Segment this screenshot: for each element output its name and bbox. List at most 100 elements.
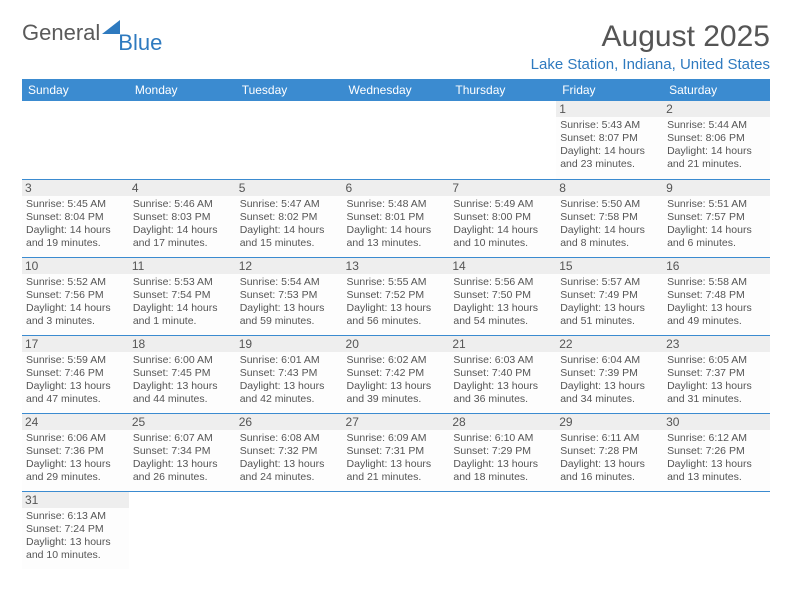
day-info: Sunrise: 5:51 AMSunset: 7:57 PMDaylight:… xyxy=(667,198,766,251)
calendar-cell: 26Sunrise: 6:08 AMSunset: 7:32 PMDayligh… xyxy=(236,413,343,491)
day-number: 9 xyxy=(663,180,770,196)
day-info: Sunrise: 6:00 AMSunset: 7:45 PMDaylight:… xyxy=(133,354,232,407)
day-number: 20 xyxy=(343,336,450,352)
calendar-cell xyxy=(449,491,556,569)
day-info: Sunrise: 5:48 AMSunset: 8:01 PMDaylight:… xyxy=(347,198,446,251)
weekday-header: Monday xyxy=(129,79,236,101)
day-number: 28 xyxy=(449,414,556,430)
day-number-empty xyxy=(663,492,770,508)
day-number: 7 xyxy=(449,180,556,196)
calendar-cell: 19 Sunrise: 6:01 AMSunset: 7:43 PMDayligh… xyxy=(236,335,343,413)
day-info: Sunrise: 5:49 AMSunset: 8:00 PMDaylight:… xyxy=(453,198,552,251)
day-number: 19 xyxy=(236,336,343,352)
day-info: Sunrise: 6:03 AMSunset: 7:40 PMDaylight:… xyxy=(453,354,552,407)
calendar-cell: 22Sunrise: 6:04 AMSunset: 7:39 PMDayligh… xyxy=(556,335,663,413)
logo: General Blue xyxy=(22,20,164,46)
day-number-empty xyxy=(129,492,236,508)
day-info: Sunrise: 6:13 AMSunset: 7:24 PMDaylight:… xyxy=(26,510,125,563)
calendar-cell: 2Sunrise: 5:44 AMSunset: 8:06 PMDaylight… xyxy=(663,101,770,179)
day-number: 23 xyxy=(663,336,770,352)
calendar-cell: 31 Sunrise: 6:13 AMSunset: 7:24 PMDayligh… xyxy=(22,491,129,569)
calendar-cell xyxy=(129,491,236,569)
location: Lake Station, Indiana, United States xyxy=(531,56,770,73)
calendar-cell: 15Sunrise: 5:57 AMSunset: 7:49 PMDayligh… xyxy=(556,257,663,335)
calendar-cell: 18 Sunrise: 6:00 AMSunset: 7:45 PMDayligh… xyxy=(129,335,236,413)
day-number-empty xyxy=(556,492,663,508)
day-number: 14 xyxy=(449,258,556,274)
weekday-header: Sunday xyxy=(22,79,129,101)
day-info: Sunrise: 6:06 AMSunset: 7:36 PMDaylight:… xyxy=(26,432,125,485)
day-info: Sunrise: 5:57 AMSunset: 7:49 PMDaylight:… xyxy=(560,276,659,329)
header: General Blue August 2025 Lake Station, I… xyxy=(22,20,770,73)
day-info: Sunrise: 5:55 AMSunset: 7:52 PMDaylight:… xyxy=(347,276,446,329)
weekday-header: Friday xyxy=(556,79,663,101)
day-number: 3 xyxy=(22,180,129,196)
day-number: 24 xyxy=(22,414,129,430)
day-number-empty xyxy=(236,492,343,508)
month-title: August 2025 xyxy=(531,20,770,54)
day-number: 26 xyxy=(236,414,343,430)
day-number: 2 xyxy=(663,101,770,117)
calendar-cell: 11 Sunrise: 5:53 AMSunset: 7:54 PMDayligh… xyxy=(129,257,236,335)
calendar-row: 24 Sunrise: 6:06 AMSunset: 7:36 PMDayligh… xyxy=(22,413,770,491)
day-info: Sunrise: 5:53 AMSunset: 7:54 PMDaylight:… xyxy=(133,276,232,329)
day-info: Sunrise: 5:59 AMSunset: 7:46 PMDaylight:… xyxy=(26,354,125,407)
day-info: Sunrise: 6:02 AMSunset: 7:42 PMDaylight:… xyxy=(347,354,446,407)
day-info: Sunrise: 5:43 AMSunset: 8:07 PMDaylight:… xyxy=(560,119,659,172)
calendar-cell: 3 Sunrise: 5:45 AMSunset: 8:04 PMDaylight… xyxy=(22,179,129,257)
day-info: Sunrise: 6:05 AMSunset: 7:37 PMDaylight:… xyxy=(667,354,766,407)
day-info: Sunrise: 6:01 AMSunset: 7:43 PMDaylight:… xyxy=(240,354,339,407)
day-number: 29 xyxy=(556,414,663,430)
day-number: 12 xyxy=(236,258,343,274)
day-info: Sunrise: 6:09 AMSunset: 7:31 PMDaylight:… xyxy=(347,432,446,485)
day-number: 4 xyxy=(129,180,236,196)
calendar-cell: 24 Sunrise: 6:06 AMSunset: 7:36 PMDayligh… xyxy=(22,413,129,491)
calendar-cell xyxy=(236,101,343,179)
day-number-empty xyxy=(449,492,556,508)
logo-text-1: General xyxy=(22,20,100,46)
day-info: Sunrise: 6:07 AMSunset: 7:34 PMDaylight:… xyxy=(133,432,232,485)
calendar-cell: 1 Sunrise: 5:43 AMSunset: 8:07 PMDaylight… xyxy=(556,101,663,179)
day-number: 27 xyxy=(343,414,450,430)
calendar-cell xyxy=(663,491,770,569)
logo-text-2: Blue xyxy=(118,30,162,56)
day-number: 10 xyxy=(22,258,129,274)
calendar-row: 1 Sunrise: 5:43 AMSunset: 8:07 PMDaylight… xyxy=(22,101,770,179)
day-info: Sunrise: 5:52 AMSunset: 7:56 PMDaylight:… xyxy=(26,276,125,329)
calendar-cell: 14Sunrise: 5:56 AMSunset: 7:50 PMDayligh… xyxy=(449,257,556,335)
calendar-cell: 16Sunrise: 5:58 AMSunset: 7:48 PMDayligh… xyxy=(663,257,770,335)
day-number: 6 xyxy=(343,180,450,196)
day-number-empty xyxy=(343,492,450,508)
calendar-cell: 10 Sunrise: 5:52 AMSunset: 7:56 PMDayligh… xyxy=(22,257,129,335)
day-number: 31 xyxy=(22,492,129,508)
day-info: Sunrise: 6:04 AMSunset: 7:39 PMDaylight:… xyxy=(560,354,659,407)
day-number: 13 xyxy=(343,258,450,274)
calendar-cell: 6 Sunrise: 5:48 AMSunset: 8:01 PMDaylight… xyxy=(343,179,450,257)
calendar-cell: 7 Sunrise: 5:49 AMSunset: 8:00 PMDaylight… xyxy=(449,179,556,257)
day-number: 1 xyxy=(556,101,663,117)
day-number: 21 xyxy=(449,336,556,352)
calendar-table: SundayMondayTuesdayWednesdayThursdayFrid… xyxy=(22,79,770,569)
day-info: Sunrise: 6:11 AMSunset: 7:28 PMDaylight:… xyxy=(560,432,659,485)
calendar-cell: 25 Sunrise: 6:07 AMSunset: 7:34 PMDayligh… xyxy=(129,413,236,491)
day-number: 25 xyxy=(129,414,236,430)
calendar-cell xyxy=(343,101,450,179)
calendar-row: 10 Sunrise: 5:52 AMSunset: 7:56 PMDayligh… xyxy=(22,257,770,335)
day-number-empty xyxy=(236,101,343,117)
calendar-cell: 9 Sunrise: 5:51 AMSunset: 7:57 PMDaylight… xyxy=(663,179,770,257)
calendar-cell: 30Sunrise: 6:12 AMSunset: 7:26 PMDayligh… xyxy=(663,413,770,491)
calendar-cell: 28Sunrise: 6:10 AMSunset: 7:29 PMDayligh… xyxy=(449,413,556,491)
weekday-header: Wednesday xyxy=(343,79,450,101)
calendar-cell xyxy=(236,491,343,569)
calendar-row: 31 Sunrise: 6:13 AMSunset: 7:24 PMDayligh… xyxy=(22,491,770,569)
calendar-cell: 13 Sunrise: 5:55 AMSunset: 7:52 PMDayligh… xyxy=(343,257,450,335)
day-info: Sunrise: 5:45 AMSunset: 8:04 PMDaylight:… xyxy=(26,198,125,251)
day-number: 11 xyxy=(129,258,236,274)
day-info: Sunrise: 5:58 AMSunset: 7:48 PMDaylight:… xyxy=(667,276,766,329)
calendar-cell: 8Sunrise: 5:50 AMSunset: 7:58 PMDaylight… xyxy=(556,179,663,257)
day-number: 18 xyxy=(129,336,236,352)
calendar-cell xyxy=(449,101,556,179)
day-number-empty xyxy=(22,101,129,117)
day-info: Sunrise: 5:46 AMSunset: 8:03 PMDaylight:… xyxy=(133,198,232,251)
weekday-header: Thursday xyxy=(449,79,556,101)
